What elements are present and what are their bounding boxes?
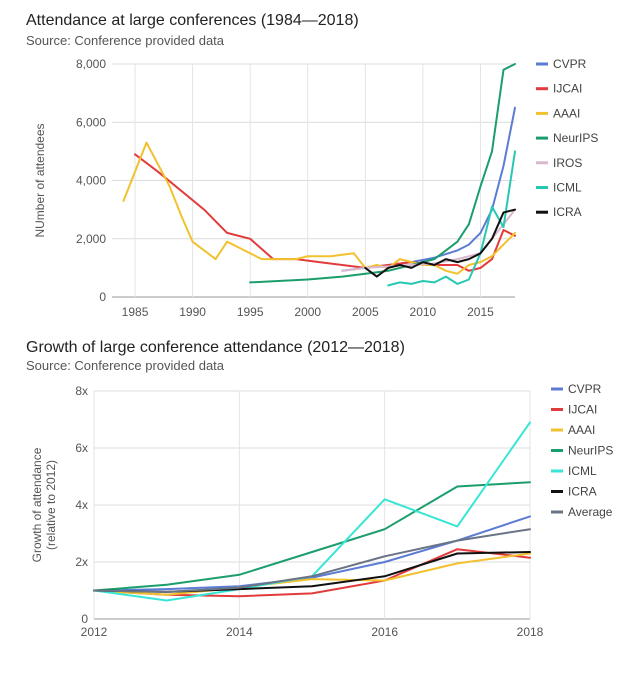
legend-label-neurips: NeurIPS [568,444,613,458]
y-axis-title: Growth of attendance(relative to 2012) [30,447,58,562]
y-axis-title: NUmber of attendees [33,123,47,237]
series-line-neurips [93,481,531,592]
legend-label-average: Average [568,505,613,519]
x-tick-label: 2014 [226,625,253,639]
y-tick-label: 8x [75,384,88,398]
legend-label-cvpr: CVPR [553,57,587,71]
x-tick-label: 2015 [467,305,494,319]
y-tick-label: 6,000 [76,115,106,129]
legend-label-aaai: AAAI [553,106,580,120]
x-tick-label: 2016 [371,625,398,639]
y-tick-label: 0 [99,290,106,304]
chart-2-subtitle: Source: Conference provided data [26,358,225,373]
y-tick-label: 6x [75,441,88,455]
legend-label-icra: ICRA [553,205,582,219]
y-tick-label: 4x [75,498,88,512]
x-tick-label: 1995 [237,305,264,319]
x-tick-label: 2000 [294,305,321,319]
x-tick-label: 2018 [517,625,544,639]
series-line-average [93,528,531,593]
series-line-icml [387,150,516,287]
legend-label-ijcai: IJCAI [553,82,582,96]
y-tick-label: 4,000 [76,174,106,188]
legend-label-icra: ICRA [568,485,597,499]
x-tick-label: 2012 [81,625,108,639]
x-tick-label: 1990 [179,305,206,319]
attendance-chart: 0 2,000 4,000 6,000 8,000 1985 1990 1995 2000 200… [33,57,598,319]
series-line-icml [93,421,531,602]
legend-label-aaai: AAAI [568,423,595,437]
series-line-iros [341,208,516,272]
legend-label-iros: IROS [553,156,582,170]
legend-label-icml: ICML [568,464,597,478]
legend-label-cvpr: CVPR [568,382,602,396]
y-tick-label: 2x [75,555,88,569]
legend-label-neurips: NeurIPS [553,131,598,145]
series-line-icra [364,208,516,278]
x-tick-label: 2005 [352,305,379,319]
legend-label-ijcai: IJCAI [568,403,597,417]
y-tick-label: 8,000 [76,57,106,71]
series-line-neurips [249,63,516,284]
chart-2-title: Growth of large conference attendance (2… [26,339,405,356]
y-tick-label: 2,000 [76,232,106,246]
x-tick-label: 2010 [410,305,437,319]
legend-label-icml: ICML [553,181,582,195]
chart-1-subtitle: Source: Conference provided data [26,33,225,48]
x-tick-label: 1985 [122,305,149,319]
series-line-aaai [122,141,516,275]
chart-1-title: Attendance at large conferences (1984—20… [26,12,359,29]
y-tick-label: 0 [81,612,88,626]
series-line-aaai [93,552,531,596]
